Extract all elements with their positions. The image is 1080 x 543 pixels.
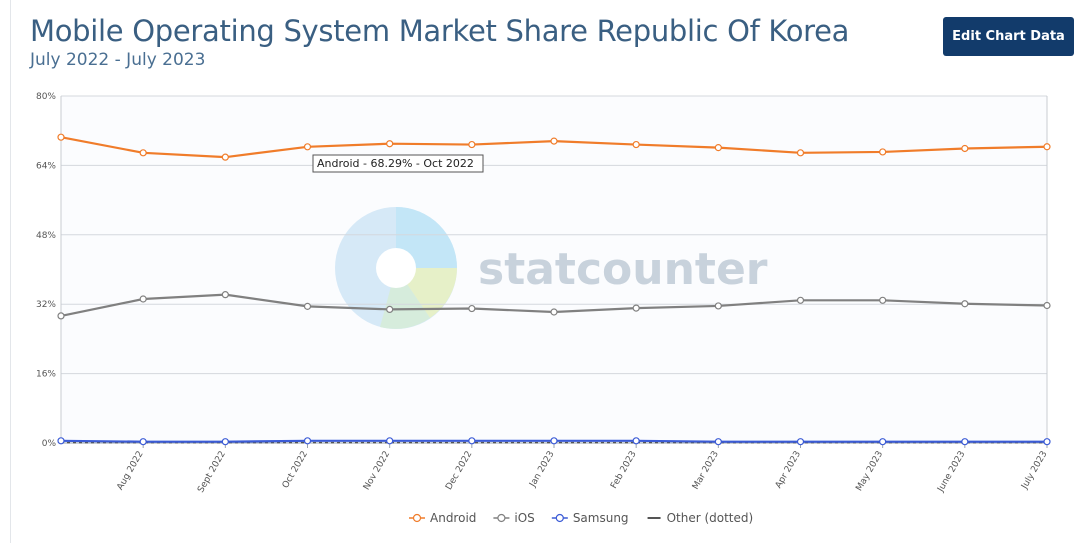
data-point xyxy=(961,144,969,153)
data-point xyxy=(961,438,969,446)
data-point xyxy=(221,153,229,161)
legend-marker xyxy=(412,513,422,523)
y-axis: 0% 16% 32% 48% 64% 80% xyxy=(36,92,56,449)
data-point xyxy=(139,295,147,303)
x-tick-label: Mar 2023 xyxy=(691,450,721,492)
legend: Android iOS Samsung Other (dotted) xyxy=(409,511,753,525)
watermark-logo-slice-blue xyxy=(396,207,457,268)
data-point xyxy=(632,140,640,149)
data-point xyxy=(714,302,722,310)
x-tick-label: Apr 2023 xyxy=(774,450,803,491)
legend-label: iOS xyxy=(514,511,534,525)
data-point xyxy=(550,137,558,145)
x-tick-label: Dec 2022 xyxy=(444,450,474,492)
y-tick-label: 32% xyxy=(36,300,56,310)
data-point xyxy=(221,438,229,446)
data-point xyxy=(796,296,805,304)
data-point xyxy=(57,133,65,141)
data-point xyxy=(303,437,312,445)
x-tick-label: May 2023 xyxy=(854,450,885,493)
data-point xyxy=(1043,301,1051,310)
data-point xyxy=(632,437,640,445)
x-tick-label: July 2023 xyxy=(1019,450,1049,492)
y-tick-label: 64% xyxy=(36,161,56,171)
legend-label: Samsung xyxy=(573,511,629,525)
data-point xyxy=(550,308,558,316)
y-tick-label: 80% xyxy=(36,92,56,102)
tooltip: Android - 68.29% - Oct 2022 xyxy=(312,154,484,173)
data-point xyxy=(879,296,887,304)
x-tick-label: June 2023 xyxy=(936,450,968,495)
legend-marker xyxy=(497,513,506,523)
x-tick-label: Aug 2022 xyxy=(115,450,145,493)
data-point xyxy=(796,149,805,157)
data-point xyxy=(57,437,65,445)
data-point xyxy=(1043,438,1051,446)
data-point xyxy=(139,438,147,446)
data-point xyxy=(796,438,805,446)
data-point xyxy=(139,149,147,157)
data-point xyxy=(57,312,65,320)
x-axis: Aug 2022 Sept 2022 Oct 2022 Nov 2022 Dec 202… xyxy=(115,443,1050,495)
y-tick-label: 16% xyxy=(36,370,56,380)
watermark-text: statcounter xyxy=(478,244,768,295)
statcounter-watermark: statcounter xyxy=(335,207,768,329)
edit-chart-data-button[interactable]: Edit Chart Data xyxy=(943,17,1074,56)
legend-marker xyxy=(555,513,564,523)
x-tick-label: Jan 2023 xyxy=(528,450,557,490)
tooltip-box xyxy=(312,154,484,173)
chart-title: Mobile Operating System Market Share Rep… xyxy=(30,14,850,48)
data-point xyxy=(386,305,394,314)
series xyxy=(57,133,1051,446)
data-point xyxy=(714,438,722,446)
data-point xyxy=(468,304,476,313)
watermark-logo-hole xyxy=(376,248,416,288)
data-point xyxy=(632,304,640,312)
data-point xyxy=(550,437,558,445)
chart-subtitle: July 2022 - July 2023 xyxy=(30,50,206,70)
data-point xyxy=(303,302,312,310)
x-tick-label: Nov 2022 xyxy=(362,450,392,493)
x-tick-label: Feb 2023 xyxy=(609,450,639,491)
data-point xyxy=(221,291,229,299)
y-tick-label: 0% xyxy=(42,439,57,449)
data-point xyxy=(386,437,394,445)
data-point xyxy=(961,300,969,308)
tooltip-text: Android - 68.29% - Oct 2022 xyxy=(317,157,474,170)
frame-border xyxy=(10,0,11,543)
data-point xyxy=(879,148,887,156)
data-point xyxy=(303,143,312,151)
data-point xyxy=(468,140,476,149)
y-tick-label: 48% xyxy=(36,231,56,241)
data-point xyxy=(468,437,476,445)
data-point xyxy=(1043,143,1051,151)
data-point xyxy=(386,140,394,148)
x-tick-label: Oct 2022 xyxy=(281,450,310,491)
legend-label: Other (dotted) xyxy=(667,511,754,525)
x-tick-label: Sept 2022 xyxy=(196,450,228,495)
data-point xyxy=(879,438,887,446)
data-point xyxy=(714,144,722,152)
legend-label: Android xyxy=(430,511,476,525)
